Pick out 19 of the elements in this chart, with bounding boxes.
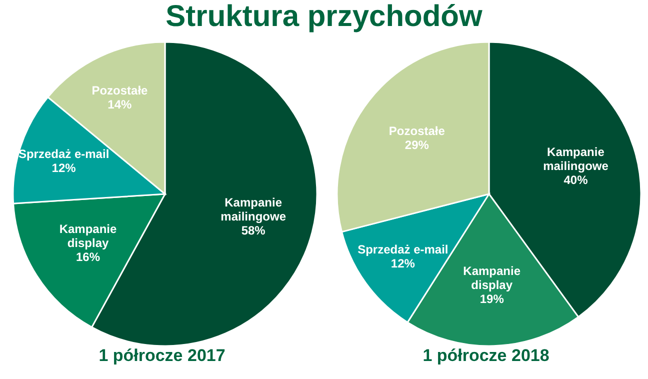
data-label: 14% [108,98,132,112]
data-label: 29% [404,138,430,152]
data-label: 12% [52,161,76,176]
slice-label: Pozostałe [92,84,148,98]
data-label: 16% [76,250,100,264]
data-label: 19% [480,292,504,306]
data-label: 40% [564,172,588,187]
data-label: 12% [390,256,416,271]
slice-label: Kampanie mailingowe [543,144,609,173]
slice-label: Kampanie display [463,264,521,292]
slice-label: Sprzedaż e-mail [358,242,448,257]
data-label: 58% [241,224,266,238]
slice-label: Kampanie mailingowe [220,196,286,224]
slice-label: Pozostałe [388,124,446,138]
text: 1 półrocze 2017 [98,346,226,366]
text: 1 półrocze 2018 [422,346,550,366]
chart-title: Struktura przychodów [164,0,484,34]
slice-label: Sprzedaż e-mail [18,147,110,162]
slice-label: Kampanie display [59,222,117,250]
